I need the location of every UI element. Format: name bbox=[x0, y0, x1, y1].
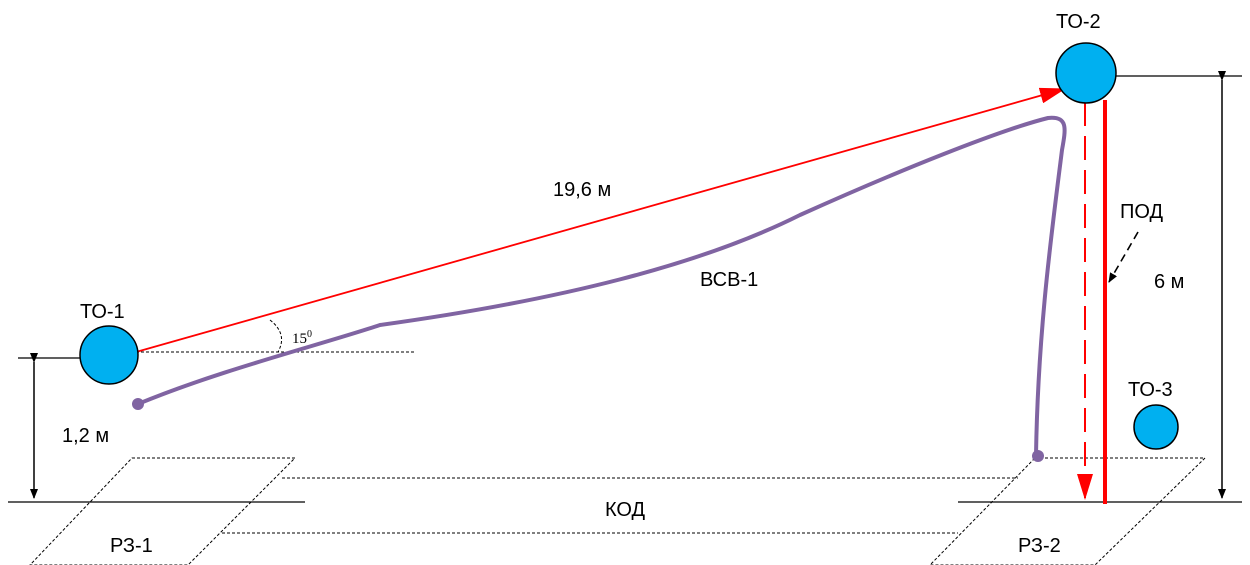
label-vsv1: ВСВ-1 bbox=[700, 269, 758, 291]
angle-arc bbox=[269, 319, 283, 353]
danger-zone-rz1 bbox=[29, 457, 297, 565]
cable-end-left bbox=[132, 398, 144, 410]
label-kod: КОД bbox=[605, 499, 646, 521]
cable-end-right bbox=[1032, 450, 1044, 462]
trajectory-arrow bbox=[135, 87, 1066, 353]
label-distance: 19,6 м bbox=[553, 179, 611, 201]
label-pod: ПОД bbox=[1120, 201, 1163, 223]
label-angle: 150 bbox=[292, 329, 312, 347]
node-to3 bbox=[1133, 404, 1179, 450]
node-to2 bbox=[1055, 42, 1117, 104]
label-angle-value: 15 bbox=[292, 331, 307, 347]
label-to1: ТО-1 bbox=[80, 301, 125, 323]
label-rz2: РЗ-2 bbox=[1018, 535, 1061, 557]
pod-pointer bbox=[1108, 231, 1139, 283]
danger-zone-rz2 bbox=[929, 457, 1207, 565]
label-angle-degree: 0 bbox=[307, 329, 312, 340]
label-height-to2: 6 м bbox=[1154, 271, 1184, 293]
label-rz1: РЗ-1 bbox=[110, 535, 153, 557]
node-to1 bbox=[79, 325, 139, 385]
label-height-to1: 1,2 м bbox=[62, 425, 109, 447]
label-to3: ТО-3 bbox=[1128, 379, 1173, 401]
label-to2: ТО-2 bbox=[1056, 11, 1101, 33]
cable-vsv1 bbox=[136, 115, 1067, 457]
